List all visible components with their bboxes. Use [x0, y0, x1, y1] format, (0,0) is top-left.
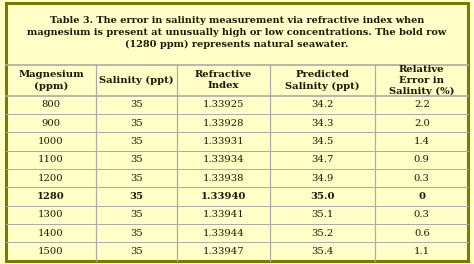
Text: 2.0: 2.0: [414, 119, 430, 128]
Text: Salinity (ppt): Salinity (ppt): [99, 76, 174, 85]
Text: 1.33940: 1.33940: [201, 192, 246, 201]
Text: 2.2: 2.2: [414, 100, 430, 109]
Text: 1.33934: 1.33934: [202, 155, 244, 164]
Text: 35.0: 35.0: [310, 192, 335, 201]
Text: 1.1: 1.1: [414, 247, 430, 256]
Text: Refractive
Index: Refractive Index: [194, 70, 252, 91]
Text: 1.33925: 1.33925: [202, 100, 244, 109]
Text: 1.33931: 1.33931: [202, 137, 244, 146]
Text: 35.2: 35.2: [311, 229, 334, 238]
Text: 34.5: 34.5: [311, 137, 334, 146]
Text: 1.4: 1.4: [414, 137, 430, 146]
Text: Predicted
Salinity (ppt): Predicted Salinity (ppt): [285, 70, 360, 91]
Text: 35: 35: [130, 137, 143, 146]
Text: 0.9: 0.9: [414, 155, 430, 164]
Text: 900: 900: [41, 119, 61, 128]
Text: 35: 35: [130, 229, 143, 238]
Text: 35.4: 35.4: [311, 247, 334, 256]
Text: 35: 35: [130, 155, 143, 164]
Text: 1.33941: 1.33941: [202, 210, 244, 219]
Text: 1280: 1280: [37, 192, 65, 201]
Text: 34.7: 34.7: [311, 155, 334, 164]
Text: 34.2: 34.2: [311, 100, 334, 109]
Text: 1100: 1100: [38, 155, 64, 164]
Text: 1.33938: 1.33938: [202, 174, 244, 183]
Text: 1500: 1500: [38, 247, 64, 256]
Text: 35.1: 35.1: [311, 210, 334, 219]
Text: 1400: 1400: [38, 229, 64, 238]
Text: 35: 35: [130, 210, 143, 219]
Text: Relative
Error in
Salinity (%): Relative Error in Salinity (%): [389, 65, 455, 96]
Text: 35: 35: [130, 247, 143, 256]
Text: 0.3: 0.3: [414, 174, 430, 183]
Text: 34.9: 34.9: [311, 174, 334, 183]
Text: 800: 800: [41, 100, 61, 109]
Text: 1.33944: 1.33944: [202, 229, 244, 238]
Text: 1300: 1300: [38, 210, 64, 219]
Text: 35: 35: [129, 192, 144, 201]
Text: 0: 0: [418, 192, 425, 201]
Text: 0.3: 0.3: [414, 210, 430, 219]
Text: Table 3. The error in salinity measurement via refractive index when
magnesium i: Table 3. The error in salinity measureme…: [27, 16, 447, 49]
Text: 1.33947: 1.33947: [202, 247, 244, 256]
Text: Magnesium
(ppm): Magnesium (ppm): [18, 70, 84, 91]
Text: 35: 35: [130, 174, 143, 183]
Text: 0.6: 0.6: [414, 229, 429, 238]
Text: 34.3: 34.3: [311, 119, 334, 128]
Text: 1000: 1000: [38, 137, 64, 146]
Text: 35: 35: [130, 100, 143, 109]
Text: 1.33928: 1.33928: [202, 119, 244, 128]
Text: 35: 35: [130, 119, 143, 128]
Text: 1200: 1200: [38, 174, 64, 183]
